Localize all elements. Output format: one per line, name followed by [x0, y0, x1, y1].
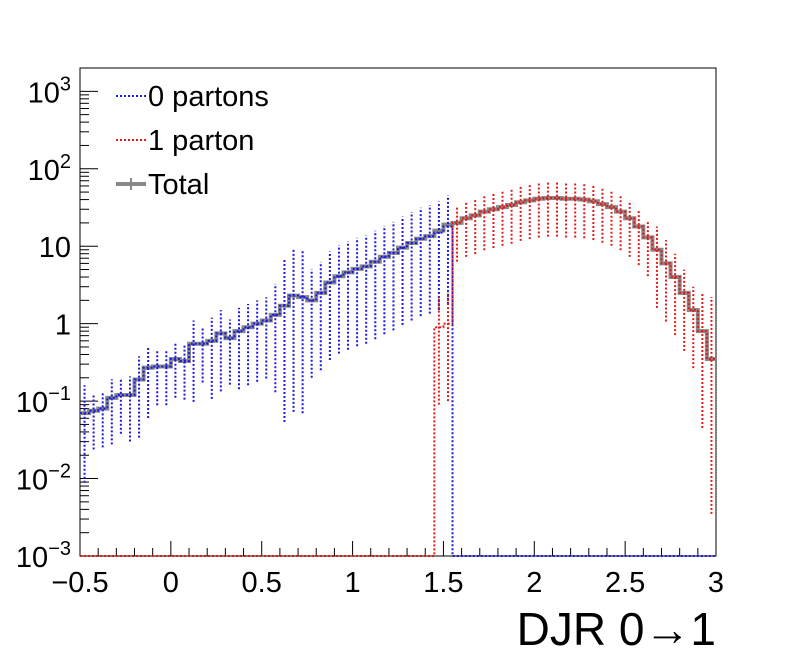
x-tick-label: −0.5	[51, 567, 108, 599]
y-tick-label: 10	[39, 232, 71, 264]
legend: 0 partons 1 parton Total	[116, 81, 269, 201]
y-tick-labels: 10−3 10−2 10−1 1 10 102 103	[16, 73, 71, 574]
x-tick-label: 1.5	[423, 567, 463, 599]
y-tick-label: 103	[28, 73, 71, 109]
y-tick-label: 102	[28, 151, 71, 187]
x-tick-labels: −0.5 0 0.5 1 1.5 2 2.5 3	[51, 567, 724, 599]
x-tick-label: 2.5	[605, 567, 645, 599]
x-tick-label: 3	[708, 567, 724, 599]
legend-label: Total	[148, 169, 209, 201]
legend-label: 0 partons	[148, 81, 269, 113]
y-tick-label: 1	[55, 310, 71, 342]
series-1-parton-line	[80, 196, 716, 557]
x-tick-label: 0	[163, 567, 179, 599]
legend-label: 1 parton	[148, 125, 254, 157]
y-tick-label: 10−2	[16, 461, 71, 497]
series-group	[80, 182, 716, 557]
x-tick-label: 0.5	[242, 567, 282, 599]
series-0-partons-line	[80, 225, 716, 557]
x-axis-title: DJR 0→1	[517, 603, 716, 655]
y-tick-label: 10−1	[16, 383, 71, 419]
x-tick-label: 1	[345, 567, 361, 599]
y-tick-label: 10−3	[16, 538, 71, 574]
x-tick-label: 2	[526, 567, 542, 599]
